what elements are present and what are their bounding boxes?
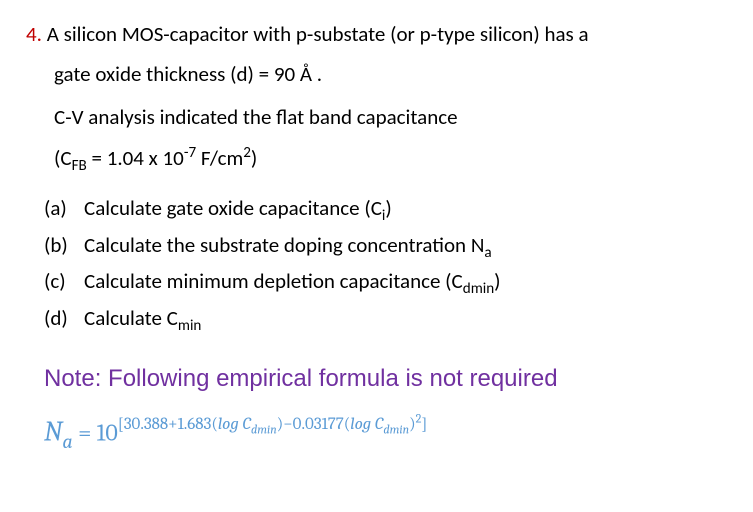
part-c-label: (c) [44, 265, 84, 302]
na-symbol: N [44, 415, 62, 447]
part-b-pre: Calculate the substrate doping concentra… [84, 232, 484, 258]
stem-line-2: gate oxide thickness (d) = 90 Å . [54, 58, 727, 92]
exp-c2: 1.683 [178, 415, 212, 434]
part-c: (c) Calculate minimum depletion capacita… [44, 265, 727, 302]
part-b-text: Calculate the substrate doping concentra… [84, 229, 492, 266]
exp-cd1: C [243, 415, 251, 434]
cv-prefix: (C [54, 145, 72, 171]
note-text: Note: Following empirical formula is not… [44, 365, 558, 392]
part-a-label: (a) [44, 192, 84, 229]
cv-unit-exp: 2 [243, 144, 251, 162]
part-b-label: (b) [44, 229, 84, 266]
formula: Na = 10[30.388+1.683(log Cdmin)−0.03177(… [44, 415, 727, 451]
part-d: (d) Calculate Cmin [44, 302, 727, 339]
na-subscript: a [62, 430, 72, 453]
part-c-sub: dmin [463, 281, 494, 299]
stem-text-2: gate oxide thickness (d) = 90 Å . [54, 61, 322, 87]
note-line: Note: Following empirical formula is not… [44, 365, 727, 393]
part-d-label: (d) [44, 302, 84, 339]
part-d-pre: Calculate C [84, 305, 178, 331]
exp-log1: log [218, 415, 243, 434]
cv-close: ) [251, 145, 257, 171]
part-c-post: ) [494, 268, 500, 294]
part-b-sub: a [484, 244, 491, 262]
exp-minus: − [283, 415, 292, 434]
equals-sign: = [78, 418, 97, 446]
cv-text-1: C-V analysis indicated the flat band cap… [54, 104, 458, 130]
part-d-text: Calculate Cmin [84, 302, 201, 339]
part-a-text: Calculate gate oxide capacitance (Ci) [84, 192, 392, 229]
part-c-text: Calculate minimum depletion capacitance … [84, 265, 501, 302]
parts-list: (a) Calculate gate oxide capacitance (Ci… [44, 192, 727, 339]
cv-line-2: (CFB = 1.04 x 10-7 F/cm2) [54, 141, 727, 178]
formula-base: 10 [97, 418, 118, 446]
exp-close: ] [421, 415, 427, 434]
part-a: (a) Calculate gate oxide capacitance (Ci… [44, 192, 727, 229]
exp-c1: 30.388 [124, 415, 168, 434]
exp-cd1-sub: dmin [251, 424, 277, 438]
part-d-sub: min [178, 317, 201, 335]
cfb-subscript: FB [72, 157, 87, 175]
cv-line-1: C-V analysis indicated the flat band cap… [54, 101, 727, 135]
exp-plus: + [168, 415, 177, 434]
exp-log2: log [350, 415, 375, 434]
exp-c3: 0.03177 [293, 415, 344, 434]
exp-cd2-sub: dmin [383, 424, 409, 438]
formula-exponent: [30.388+1.683(log Cdmin)−0.03177(log Cdm… [118, 415, 428, 434]
part-c-pre: Calculate minimum depletion capacitance … [84, 268, 463, 294]
part-b: (b) Calculate the substrate doping conce… [44, 229, 727, 266]
cv-unit-pre: F/cm [196, 145, 243, 171]
cv-block: C-V analysis indicated the flat band cap… [26, 101, 727, 178]
stem-text-1: A silicon MOS-capacitor with p-substate … [42, 21, 589, 47]
stem-line-1: 4. A silicon MOS-capacitor with p-substa… [26, 18, 727, 52]
part-a-pre: Calculate gate oxide capacitance (C [84, 195, 382, 221]
problem-page: 4. A silicon MOS-capacitor with p-substa… [0, 0, 753, 461]
cv-mid: = 1.04 x 10 [87, 145, 184, 171]
part-a-post: ) [385, 195, 391, 221]
question-number: 4. [26, 21, 42, 47]
cv-exp: -7 [184, 144, 196, 162]
